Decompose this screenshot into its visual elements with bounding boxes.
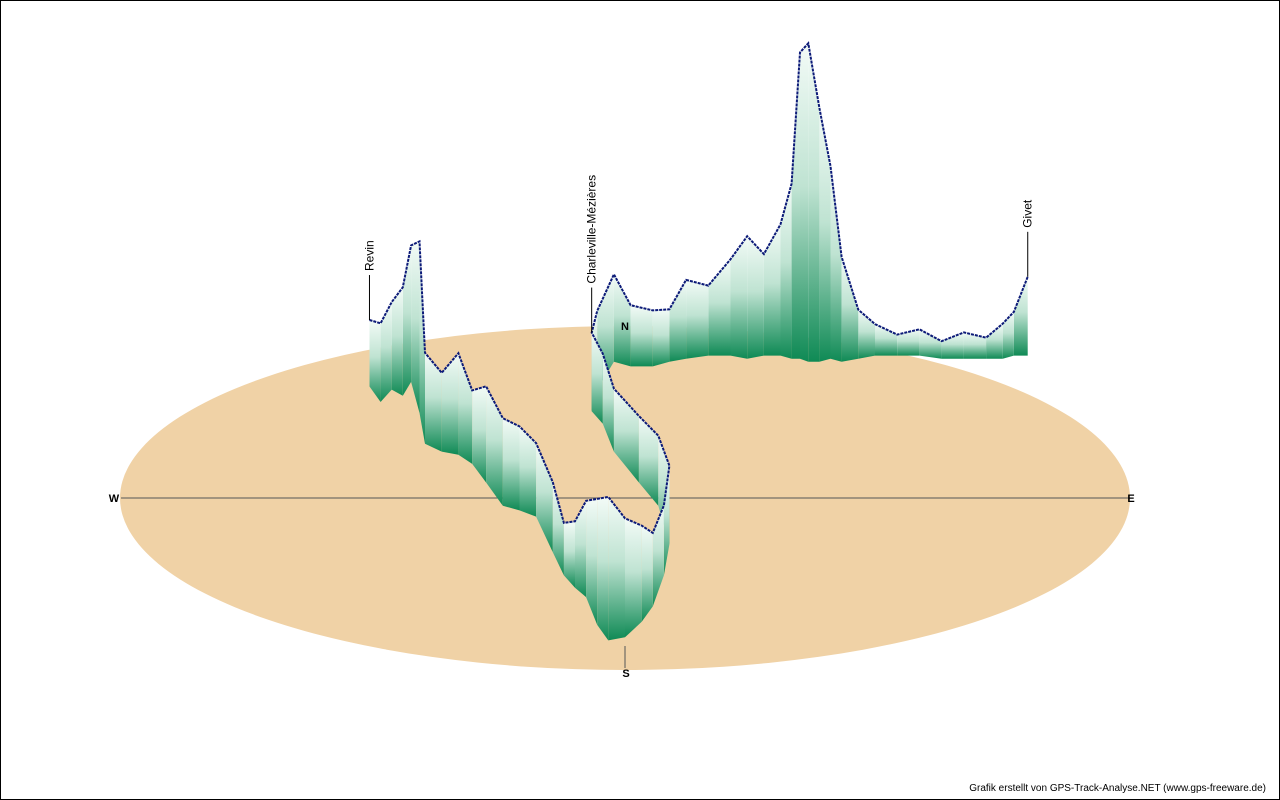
elevation-wall-segment — [830, 166, 842, 362]
place-label: Givet — [1021, 199, 1035, 228]
elevation-wall-segment — [808, 43, 820, 362]
track-line — [369, 41, 1029, 535]
credit-text: Grafik erstellt von GPS-Track-Analyse.NE… — [969, 783, 1266, 794]
elevation-wall-segment — [536, 443, 553, 553]
elevation-wall-segment — [791, 52, 800, 359]
elevation-wall-segment — [625, 518, 642, 638]
elevation-wall-segment — [519, 426, 537, 517]
elevation-wall-segment — [669, 279, 687, 362]
elevation-wall-segment — [602, 353, 614, 452]
elevation-wall-segment — [613, 274, 631, 367]
elevation-wall-segment — [458, 353, 473, 464]
elevation-wall-segment — [897, 329, 920, 356]
elevation-wall-segment — [391, 287, 403, 396]
place-labels: Revin Charleville-Mézières Givet — [363, 175, 1035, 333]
elevation-wall-segment — [686, 279, 709, 359]
elevation-wall-segment — [663, 465, 670, 576]
elevation-wall-segment — [613, 388, 639, 483]
elevation-wall-segment — [411, 241, 420, 413]
elevation-wall-segment — [586, 498, 598, 625]
elevation-wall-segment — [402, 245, 412, 396]
elevation-wall-segment — [369, 320, 381, 402]
elevation-wall-segment — [652, 505, 664, 607]
compass-east: E — [1127, 493, 1134, 505]
elevation-wall-segment — [419, 241, 425, 444]
elevation-wall-segment — [986, 323, 1003, 359]
elevation-wall-segment — [875, 324, 898, 356]
elevation-wall-segment — [819, 108, 831, 362]
elevation-wall-segment — [919, 329, 942, 359]
elevation-wall-segment — [608, 496, 625, 641]
elevation-wall-segment — [552, 482, 564, 576]
elevation-wall-segment — [486, 386, 503, 506]
elevation-wall-segment — [563, 521, 575, 588]
elevation-wall-segment — [591, 332, 603, 424]
elevation-wall-segment — [425, 352, 442, 452]
elevation-wall-segment — [575, 500, 587, 598]
elevation-wall-segment — [1013, 276, 1028, 356]
elevation-wall-segment — [708, 259, 731, 356]
elevation-wall-segment — [730, 236, 748, 359]
elevation-wall-segment — [502, 418, 520, 511]
elevation-wall-segment — [641, 525, 653, 622]
elevation-wall-segment — [472, 386, 487, 483]
elevation-wall-segment — [380, 302, 392, 402]
elevation-wall-segment — [597, 496, 609, 641]
elevation-wall-segment — [963, 332, 987, 359]
elevation-wall-segment — [763, 224, 781, 356]
elevation-wall-segment — [841, 256, 859, 362]
elevation-wall-segment — [1002, 311, 1014, 359]
elevation-wall-segment — [652, 309, 670, 367]
compass-north: N — [621, 321, 629, 333]
elevation-walls — [369, 43, 1028, 641]
elevation-wall-segment — [638, 416, 659, 506]
elevation-wall-segment — [630, 305, 653, 367]
elevation-wall-segment — [800, 43, 809, 362]
track-line-group — [369, 41, 1029, 535]
place-label: Charleville-Mézières — [585, 175, 599, 284]
compass-west: W — [109, 493, 120, 505]
elevation-wall-segment — [441, 353, 459, 455]
elevation-wall-segment — [941, 332, 964, 359]
elevation-wall-segment — [780, 183, 792, 359]
place-label: Revin — [363, 240, 377, 271]
compass-south: S — [622, 668, 629, 680]
elevation-wall-segment — [858, 309, 875, 359]
elevation-wall-segment — [747, 236, 764, 359]
